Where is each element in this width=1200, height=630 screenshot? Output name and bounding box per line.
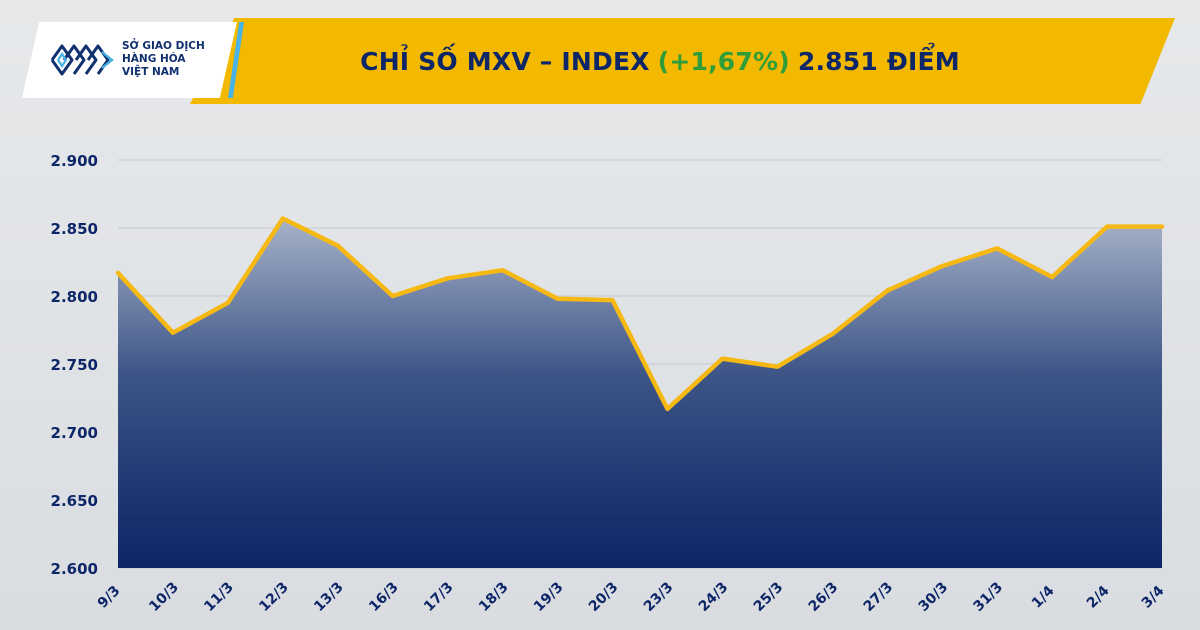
logo-line-2: HÀNG HÓA (122, 53, 186, 65)
y-tick-label: 2.600 (51, 560, 98, 578)
title-banner (190, 18, 1175, 104)
x-tick-label: 20/3 (586, 579, 622, 615)
title-suffix: 2.851 ĐIỂM (797, 46, 960, 76)
series-line (115, 216, 1165, 412)
x-tick-label: 27/3 (861, 579, 897, 615)
x-tick-label: 19/3 (531, 579, 567, 615)
logo-panel (22, 22, 237, 98)
x-tick-label: 12/3 (256, 579, 292, 615)
x-tick-label: 2/4 (1084, 583, 1113, 612)
mxv-logo-icon (50, 44, 114, 76)
x-tick-label: 16/3 (366, 579, 402, 615)
y-axis-ticks: 2.600 2.650 2.700 2.750 2.800 2.850 2.900 (51, 152, 98, 578)
x-tick-label: 10/3 (146, 579, 182, 615)
x-tick-label: 30/3 (916, 579, 952, 615)
x-tick-label: 9/3 (95, 583, 124, 612)
x-tick-label: 1/4 (1029, 583, 1058, 612)
y-tick-label: 2.650 (51, 492, 98, 510)
logo-line-1: SỞ GIAO DỊCH (122, 40, 205, 52)
x-tick-label: 25/3 (751, 579, 787, 615)
y-tick-label: 2.850 (51, 220, 98, 238)
area-fill (118, 218, 1162, 568)
logo-line-3: VIỆT NAM (122, 66, 180, 78)
y-tick-label: 2.900 (51, 152, 98, 170)
logo-text: SỞ GIAO DỊCH HÀNG HÓA VIỆT NAM (122, 40, 232, 79)
x-tick-label: 17/3 (421, 579, 457, 615)
x-tick-label: 24/3 (696, 579, 732, 615)
x-tick-label: 11/3 (201, 579, 237, 615)
title-change: (+1,67%) (657, 46, 790, 76)
x-tick-label: 3/4 (1139, 583, 1168, 612)
title-prefix: CHỈ SỐ MXV – INDEX (360, 46, 650, 76)
x-tick-label: 31/3 (971, 579, 1007, 615)
x-tick-label: 13/3 (311, 579, 347, 615)
y-tick-label: 2.800 (51, 288, 98, 306)
chart-title: CHỈ SỐ MXV – INDEX (+1,67%) 2.851 ĐIỂM (190, 18, 1130, 104)
y-tick-label: 2.750 (51, 356, 98, 374)
x-tick-label: 18/3 (476, 579, 512, 615)
y-tick-label: 2.700 (51, 424, 98, 442)
x-tick-label: 26/3 (806, 579, 842, 615)
x-tick-label: 23/3 (641, 579, 677, 615)
x-axis-ticks: 9/3 10/3 11/3 12/3 13/3 16/3 17/3 18/3 19/3 20/3 2… (95, 579, 1168, 615)
